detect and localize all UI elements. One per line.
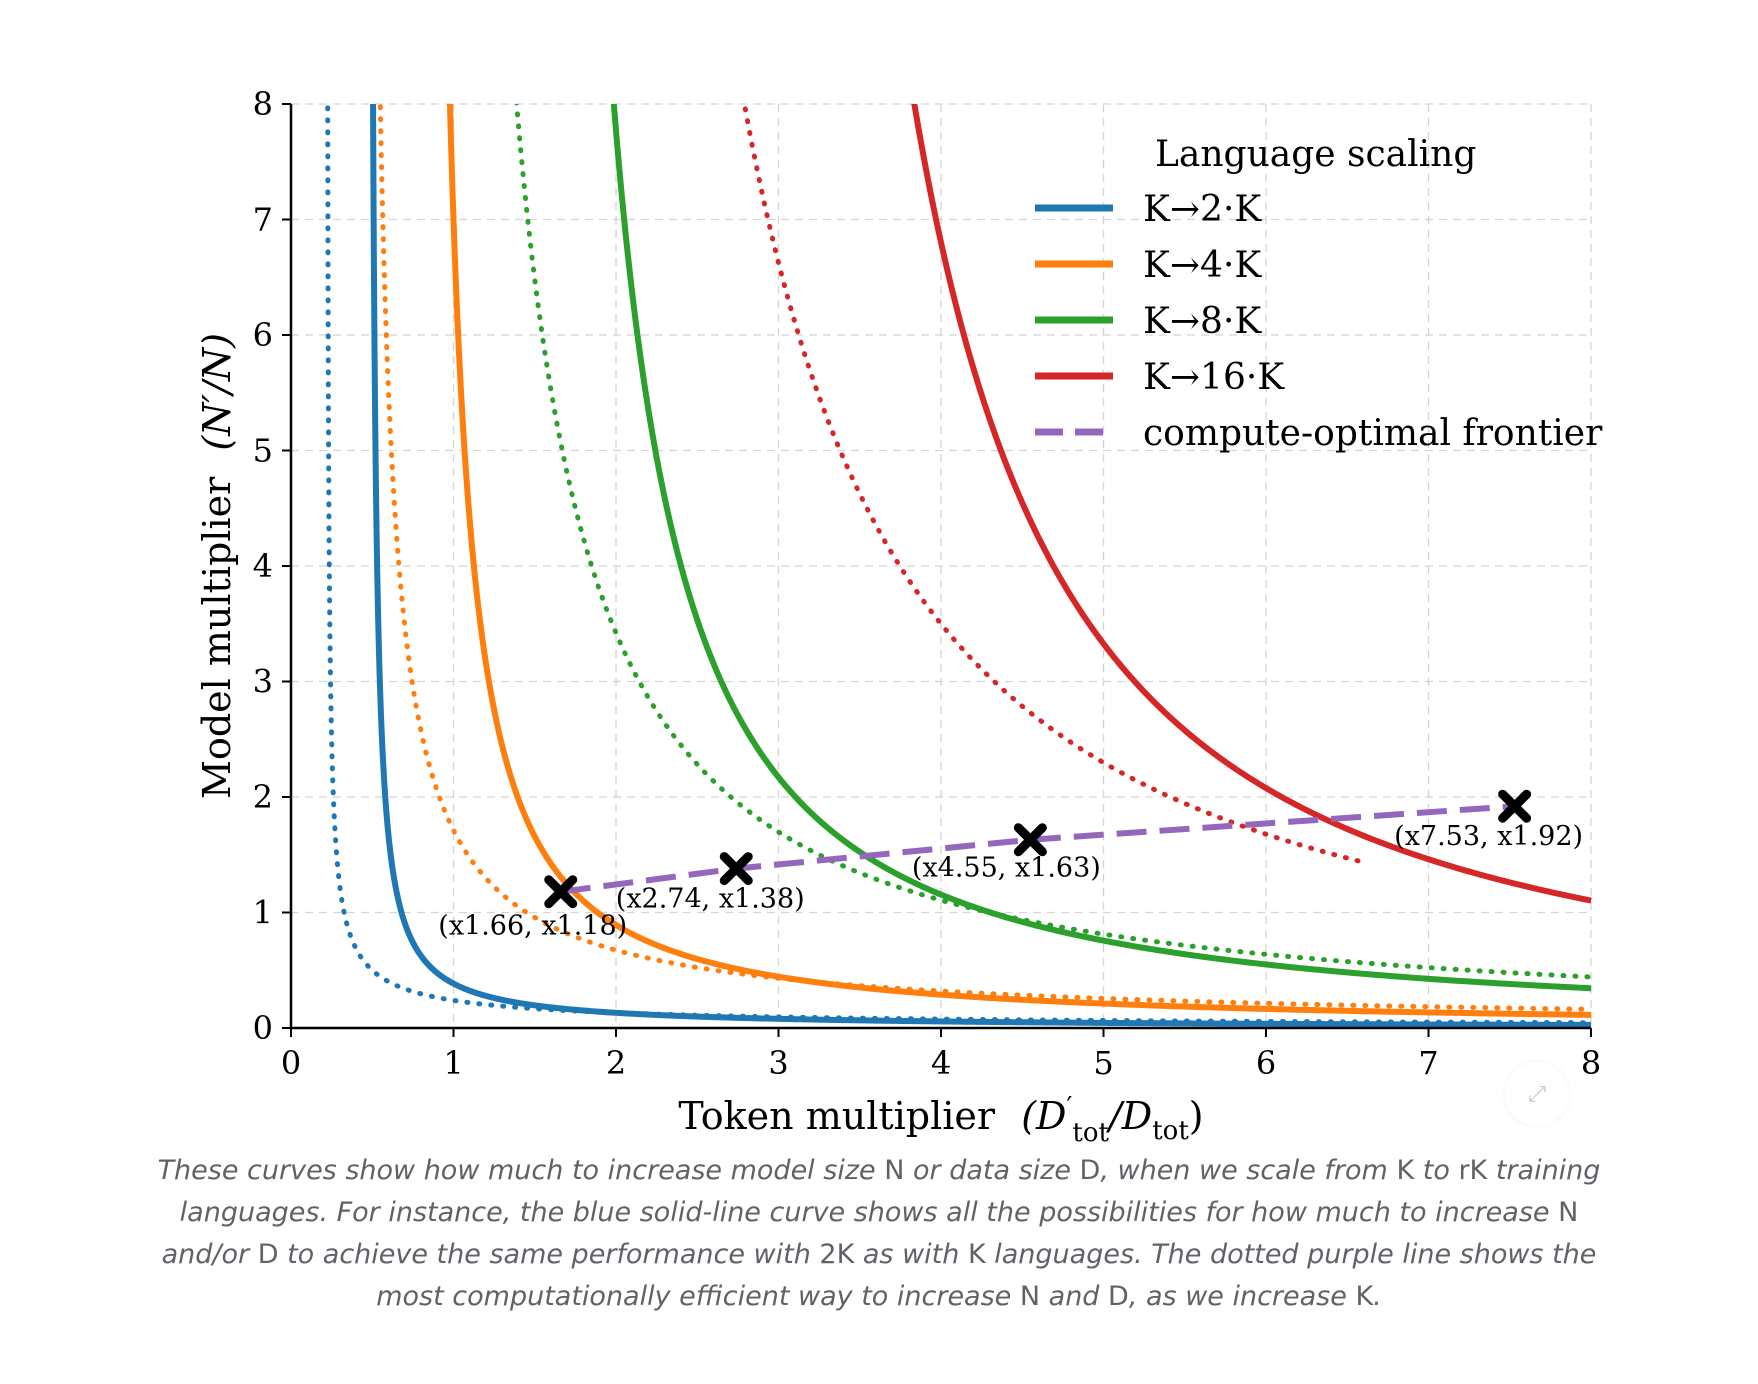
y-tick-label: 4	[253, 547, 273, 585]
y-tick-label: 2	[253, 778, 273, 816]
figure-caption: These curves show how much to increase m…	[157, 1155, 1601, 1312]
legend-title: Language scaling	[1155, 134, 1476, 175]
y-tick-label: 1	[253, 894, 273, 932]
y-tick-label: 5	[253, 432, 273, 470]
frontier-marker	[1498, 789, 1532, 823]
series-dotted-line	[377, 104, 1592, 1012]
x-tick-label: 5	[1093, 1044, 1113, 1082]
y-tick-label: 3	[253, 663, 273, 701]
series-solid-line	[446, 104, 1592, 1018]
x-tick-label: 6	[1256, 1044, 1276, 1082]
y-axis-title: Model multiplier (N′/N)	[195, 333, 239, 799]
legend: Language scaling K→2·K K→4·K K→8·K K→16·K co…	[1035, 134, 1603, 454]
tick-labels: 0 1 2 3 4 5 6 7 8 0 1 2 3 4 5 6 7 8	[253, 85, 1602, 1082]
legend-label: K→2·K	[1143, 189, 1262, 230]
series-solid-line	[911, 104, 1592, 904]
frontier-point-label: (x1.66, x1.18)	[438, 911, 627, 942]
frontier-point-label: (x2.74, x1.38)	[616, 884, 805, 915]
x-tick-label: 1	[443, 1044, 463, 1082]
y-tick-label: 8	[253, 85, 273, 123]
series-dotted-line	[741, 104, 1367, 865]
x-tick-label: 7	[1418, 1044, 1438, 1082]
x-axis-title: Token multiplier (D′tot/Dtot)	[678, 1092, 1203, 1148]
y-tick-label: 0	[253, 1009, 273, 1047]
expand-icon[interactable]: ⤢	[1505, 1062, 1569, 1126]
x-tick-label: 0	[281, 1044, 301, 1082]
legend-label: K→4·K	[1143, 245, 1262, 286]
series-solid-line	[370, 104, 1592, 1028]
frontier-point-label: (x7.53, x1.92)	[1394, 821, 1583, 852]
frontier-marker	[1013, 823, 1047, 857]
y-tick-label: 7	[253, 201, 273, 239]
frontier-marker	[719, 852, 753, 886]
frontier-marker	[544, 875, 578, 909]
x-tick-label: 2	[606, 1044, 626, 1082]
frontier-point-label: (x4.55, x1.63)	[912, 853, 1101, 884]
legend-label: K→8·K	[1143, 301, 1262, 342]
series-solid-line	[610, 104, 1592, 992]
frontier-markers: (x1.66, x1.18)(x2.74, x1.38) (x4.55, x1.6…	[438, 789, 1583, 942]
x-tick-label: 4	[931, 1044, 951, 1082]
frontier-line	[560, 803, 1515, 895]
chart: 0 1 2 3 4 5 6 7 8 0 1 2 3 4 5 6 7 8 (x1.66, x1.18)(x2.74,…	[195, 85, 1603, 1148]
frontier-dashed-line	[560, 803, 1515, 895]
grid-lines	[291, 103, 1592, 1028]
legend-label: K→16·K	[1143, 357, 1285, 398]
x-tick-label: 8	[1581, 1044, 1601, 1082]
x-tick-label: 3	[768, 1044, 788, 1082]
series-curves	[325, 104, 1592, 1028]
y-tick-label: 6	[253, 316, 273, 354]
legend-label: compute-optimal frontier	[1143, 413, 1603, 454]
